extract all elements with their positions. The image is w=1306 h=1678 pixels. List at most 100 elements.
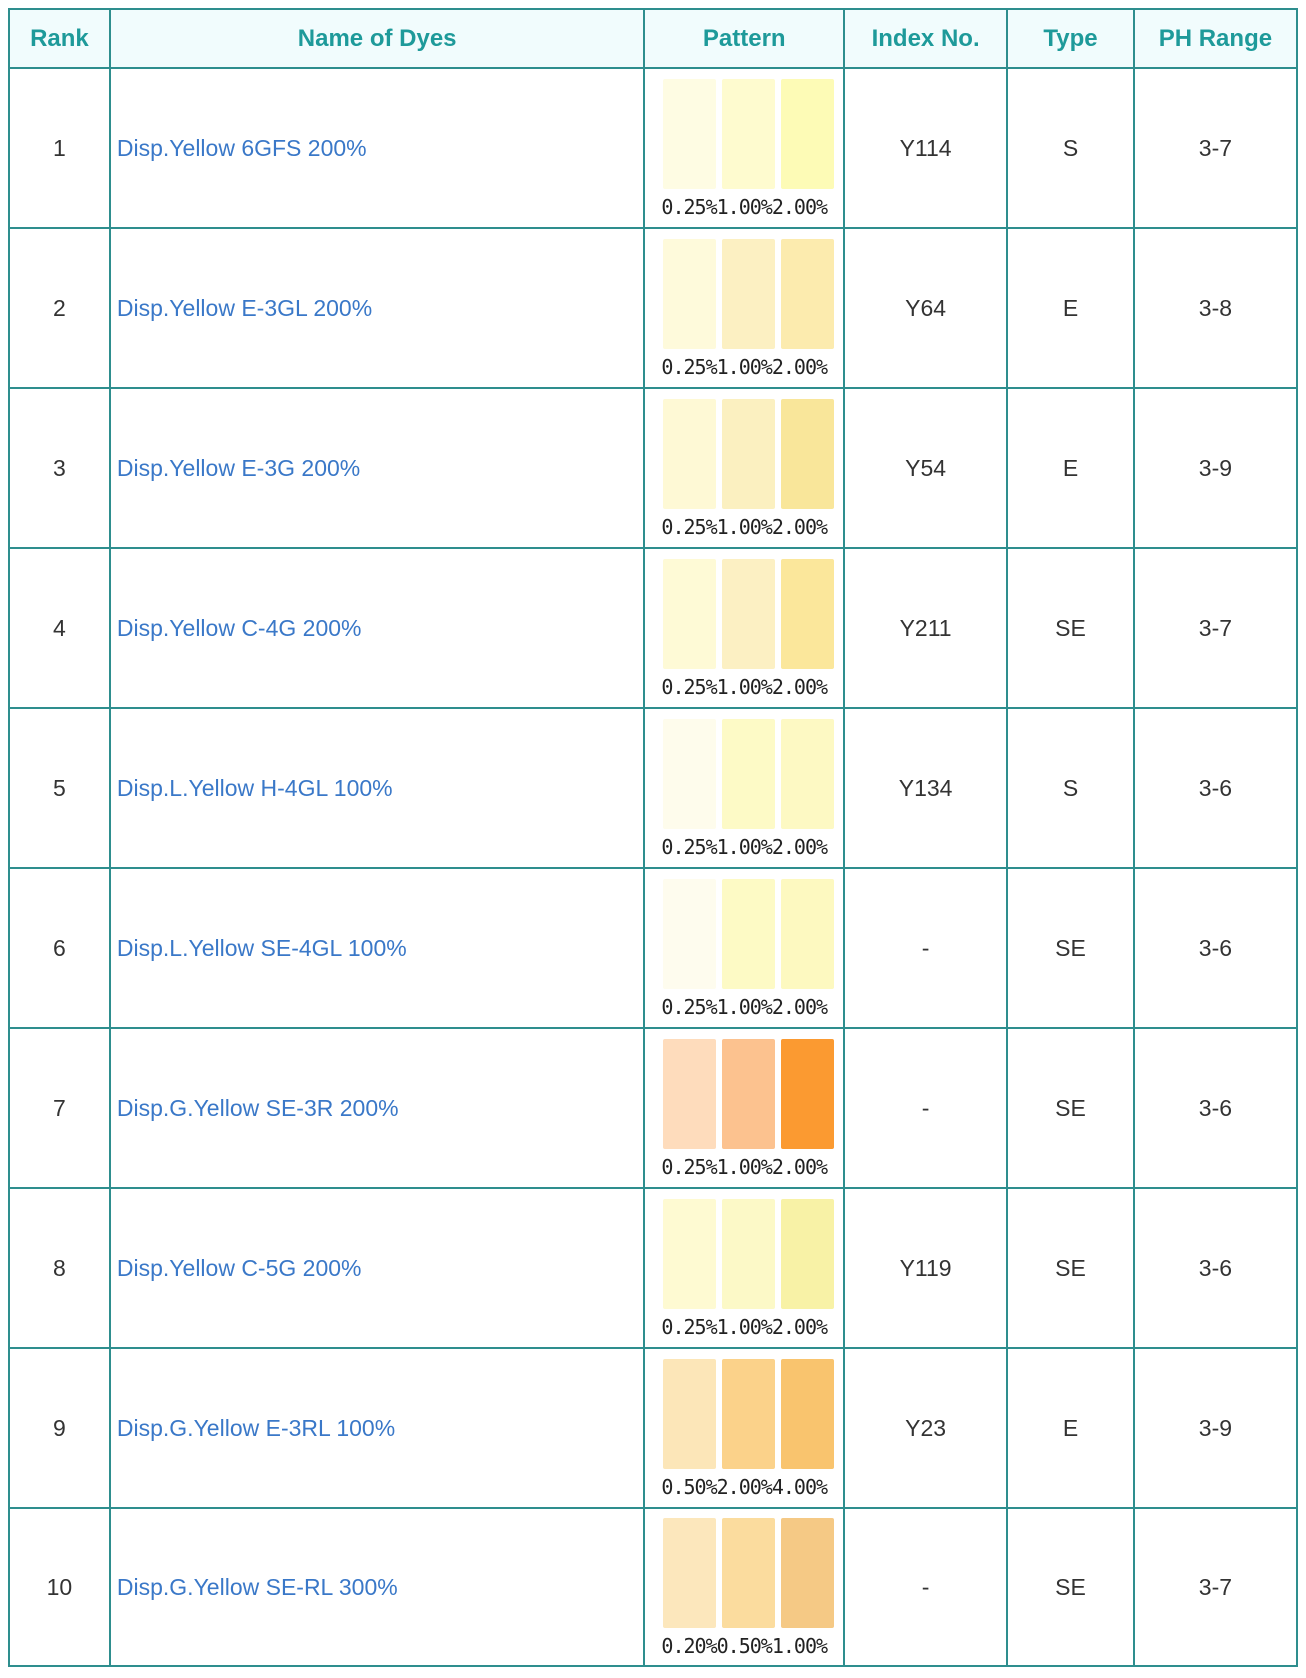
ph-cell: 3-6: [1132, 867, 1299, 1029]
ph-cell: 3-6: [1132, 707, 1299, 869]
color-swatch: [722, 559, 776, 669]
color-swatch: [663, 239, 717, 349]
pattern-cell: 0.25%1.00%2.00%: [643, 547, 846, 709]
dyes-table: Rank Name of Dyes Pattern Index No. Type…: [8, 8, 1299, 1667]
color-swatch: [663, 1518, 717, 1628]
dye-name-link[interactable]: Disp.Yellow E-3G 200%: [108, 387, 646, 549]
color-swatch: [722, 399, 776, 509]
dye-name-link[interactable]: Disp.Yellow 6GFS 200%: [108, 67, 646, 229]
rank-cell: 1: [8, 67, 111, 229]
concentration-label: 0.25%1.00%2.00%: [661, 355, 828, 379]
index-cell: Y211: [843, 547, 1009, 709]
pattern-cell: 0.25%1.00%2.00%: [643, 387, 846, 549]
dye-name-link[interactable]: Disp.Yellow C-5G 200%: [108, 1187, 646, 1349]
rank-cell: 8: [8, 1187, 111, 1349]
ph-cell: 3-8: [1132, 227, 1299, 389]
dye-name-link[interactable]: Disp.L.Yellow SE-4GL 100%: [108, 867, 646, 1029]
index-cell: Y114: [843, 67, 1009, 229]
color-swatch: [663, 1359, 717, 1469]
index-cell: Y134: [843, 707, 1009, 869]
dye-name-link[interactable]: Disp.G.Yellow E-3RL 100%: [108, 1347, 646, 1509]
type-cell: SE: [1006, 867, 1135, 1029]
color-swatch: [722, 1199, 776, 1309]
color-swatch: [722, 1518, 776, 1628]
index-cell: Y119: [843, 1187, 1009, 1349]
concentration-label: 0.25%1.00%2.00%: [661, 995, 828, 1019]
type-cell: SE: [1006, 547, 1135, 709]
index-cell: Y23: [843, 1347, 1009, 1509]
dye-name-link[interactable]: Disp.Yellow C-4G 200%: [108, 547, 646, 709]
header-index: Index No.: [843, 8, 1009, 69]
pattern-cell: 0.25%1.00%2.00%: [643, 227, 846, 389]
header-ph: PH Range: [1132, 8, 1299, 69]
rank-cell: 5: [8, 707, 111, 869]
index-cell: Y54: [843, 387, 1009, 549]
ph-cell: 3-9: [1132, 387, 1299, 549]
pattern-cell: 0.25%1.00%2.00%: [643, 707, 846, 869]
ph-cell: 3-9: [1132, 1347, 1299, 1509]
color-swatch: [781, 719, 835, 829]
index-cell: -: [843, 1507, 1009, 1667]
color-swatch: [781, 79, 835, 189]
pattern-cell: 0.25%1.00%2.00%: [643, 867, 846, 1029]
pattern-cell: 0.20%0.50%1.00%: [643, 1507, 846, 1667]
index-cell: -: [843, 867, 1009, 1029]
color-pattern: 0.25%1.00%2.00%: [653, 1193, 835, 1343]
pattern-cell: 0.50%2.00%4.00%: [643, 1347, 846, 1509]
rank-cell: 9: [8, 1347, 111, 1509]
table-row: 3 Disp.Yellow E-3G 200% 0.25%1.00%2.00% Y54…: [8, 387, 1299, 549]
header-row: Rank Name of Dyes Pattern Index No. Type…: [8, 8, 1299, 69]
ph-cell: 3-7: [1132, 1507, 1299, 1667]
table-row: 7 Disp.G.Yellow SE-3R 200% 0.25%1.00%2.00%…: [8, 1027, 1299, 1189]
rank-cell: 10: [8, 1507, 111, 1667]
dye-name-link[interactable]: Disp.G.Yellow SE-3R 200%: [108, 1027, 646, 1189]
color-pattern: 0.25%1.00%2.00%: [653, 553, 835, 703]
index-cell: Y64: [843, 227, 1009, 389]
color-pattern: 0.25%1.00%2.00%: [653, 1033, 835, 1183]
rank-cell: 6: [8, 867, 111, 1029]
color-swatch: [781, 239, 835, 349]
index-cell: -: [843, 1027, 1009, 1189]
concentration-label: 0.20%0.50%1.00%: [661, 1634, 828, 1658]
rank-cell: 7: [8, 1027, 111, 1189]
table-row: 6 Disp.L.Yellow SE-4GL 100% 0.25%1.00%2.00…: [8, 867, 1299, 1029]
header-name: Name of Dyes: [108, 8, 646, 69]
color-swatch: [722, 719, 776, 829]
table-row: 4 Disp.Yellow C-4G 200% 0.25%1.00%2.00% Y21…: [8, 547, 1299, 709]
dye-name-link[interactable]: Disp.Yellow E-3GL 200%: [108, 227, 646, 389]
color-swatch: [781, 879, 835, 989]
table-row: 10 Disp.G.Yellow SE-RL 300% 0.20%0.50%1.00…: [8, 1507, 1299, 1667]
color-swatch: [663, 79, 717, 189]
ph-cell: 3-7: [1132, 67, 1299, 229]
table-row: 8 Disp.Yellow C-5G 200% 0.25%1.00%2.00% Y11…: [8, 1187, 1299, 1349]
color-pattern: 0.20%0.50%1.00%: [653, 1512, 835, 1662]
rank-cell: 2: [8, 227, 111, 389]
table-row: 2 Disp.Yellow E-3GL 200% 0.25%1.00%2.00% Y6…: [8, 227, 1299, 389]
color-swatch: [781, 1518, 835, 1628]
table-row: 9 Disp.G.Yellow E-3RL 100% 0.50%2.00%4.00%…: [8, 1347, 1299, 1509]
color-pattern: 0.50%2.00%4.00%: [653, 1353, 835, 1503]
color-swatch: [722, 879, 776, 989]
table-row: 1 Disp.Yellow 6GFS 200% 0.25%1.00%2.00% Y11…: [8, 67, 1299, 229]
color-swatch: [663, 559, 717, 669]
type-cell: SE: [1006, 1507, 1135, 1667]
type-cell: E: [1006, 387, 1135, 549]
color-pattern: 0.25%1.00%2.00%: [653, 873, 835, 1023]
concentration-label: 0.25%1.00%2.00%: [661, 675, 828, 699]
color-swatch: [781, 559, 835, 669]
color-swatch: [663, 1039, 717, 1149]
dye-name-link[interactable]: Disp.L.Yellow H-4GL 100%: [108, 707, 646, 869]
dye-name-link[interactable]: Disp.G.Yellow SE-RL 300%: [108, 1507, 646, 1667]
type-cell: SE: [1006, 1187, 1135, 1349]
color-swatch: [781, 1039, 835, 1149]
header-rank: Rank: [8, 8, 111, 69]
color-swatch: [722, 79, 776, 189]
concentration-label: 0.25%1.00%2.00%: [661, 515, 828, 539]
color-swatch: [663, 719, 717, 829]
ph-cell: 3-7: [1132, 547, 1299, 709]
concentration-label: 0.25%1.00%2.00%: [661, 1155, 828, 1179]
color-swatch: [663, 1199, 717, 1309]
color-pattern: 0.25%1.00%2.00%: [653, 233, 835, 383]
pattern-cell: 0.25%1.00%2.00%: [643, 1187, 846, 1349]
rank-cell: 4: [8, 547, 111, 709]
